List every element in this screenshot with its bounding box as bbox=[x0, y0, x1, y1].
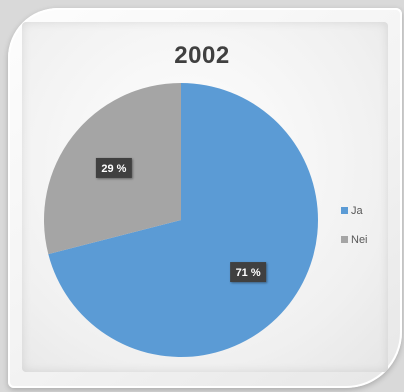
legend-swatch-nei bbox=[341, 236, 348, 243]
legend-item-nei: Nei bbox=[341, 232, 368, 247]
svg-text:71 %: 71 % bbox=[236, 267, 261, 279]
data-label-ja: 71 % bbox=[230, 262, 267, 283]
legend-label-nei: Nei bbox=[351, 233, 368, 246]
chart-title: 2002 bbox=[174, 42, 230, 69]
legend: Ja Nei bbox=[341, 203, 368, 261]
data-label-nei: 29 % bbox=[95, 157, 132, 178]
pie-slice-ja bbox=[48, 83, 318, 357]
legend-item-ja: Ja bbox=[341, 203, 368, 218]
svg-text:29 %: 29 % bbox=[101, 163, 126, 175]
legend-label-ja: Ja bbox=[351, 204, 363, 217]
legend-swatch-ja bbox=[341, 207, 348, 214]
